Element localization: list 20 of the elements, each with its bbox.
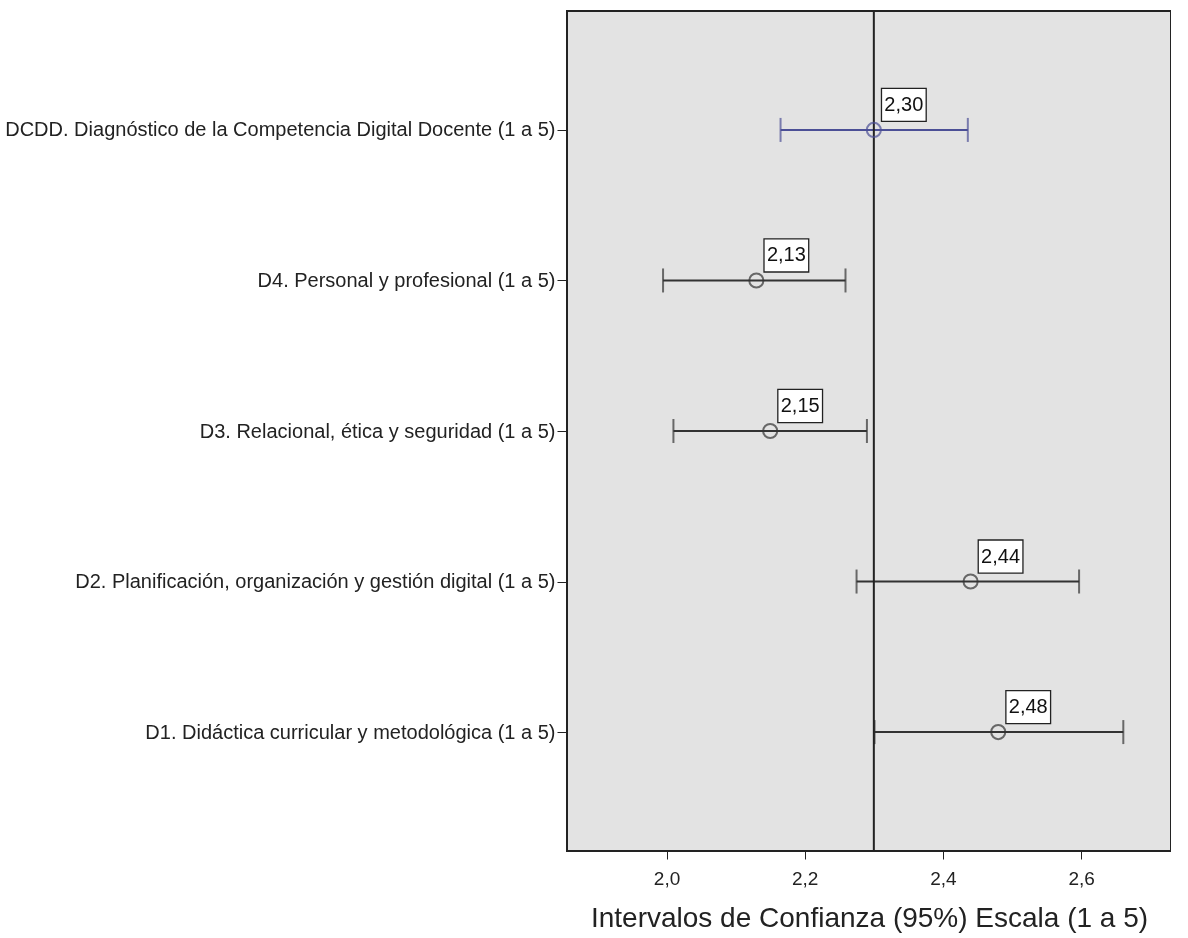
data-label: 2,48 xyxy=(1008,695,1048,718)
data-label: 2,13 xyxy=(766,243,806,266)
point xyxy=(962,573,979,590)
point xyxy=(748,272,765,289)
x-tick-label: 2,6 xyxy=(1068,867,1095,889)
point xyxy=(865,121,882,138)
y-tick-label: D4. Personal y profesional (1 a 5) xyxy=(257,268,556,291)
point xyxy=(990,724,1007,741)
x-tick-label: 2,4 xyxy=(930,867,958,889)
y-tick-label: D2. Planificación, organización y gestión digital (1 a 5) xyxy=(75,570,556,593)
x-tick-label: 2,0 xyxy=(653,867,681,889)
y-tick-label: D3. Relacional, ética y seguridad (1 a 5) xyxy=(199,419,556,442)
data-label: 2,30 xyxy=(884,92,924,115)
y-tick-label: D1. Didáctica curricular y metodológica (1 a 5) xyxy=(145,720,556,743)
data-label: 2,44 xyxy=(981,544,1021,567)
x-tick-label: 2,2 xyxy=(792,867,819,889)
x-axis-title: Intervalos de Confianza (95%) Escala (1 a 5) xyxy=(590,901,1149,933)
y-tick-label: DCDD. Diagnóstico de la Competencia Digital Docente (1 a 5) xyxy=(5,118,556,141)
point xyxy=(762,422,779,440)
data-label: 2,15 xyxy=(780,394,820,416)
